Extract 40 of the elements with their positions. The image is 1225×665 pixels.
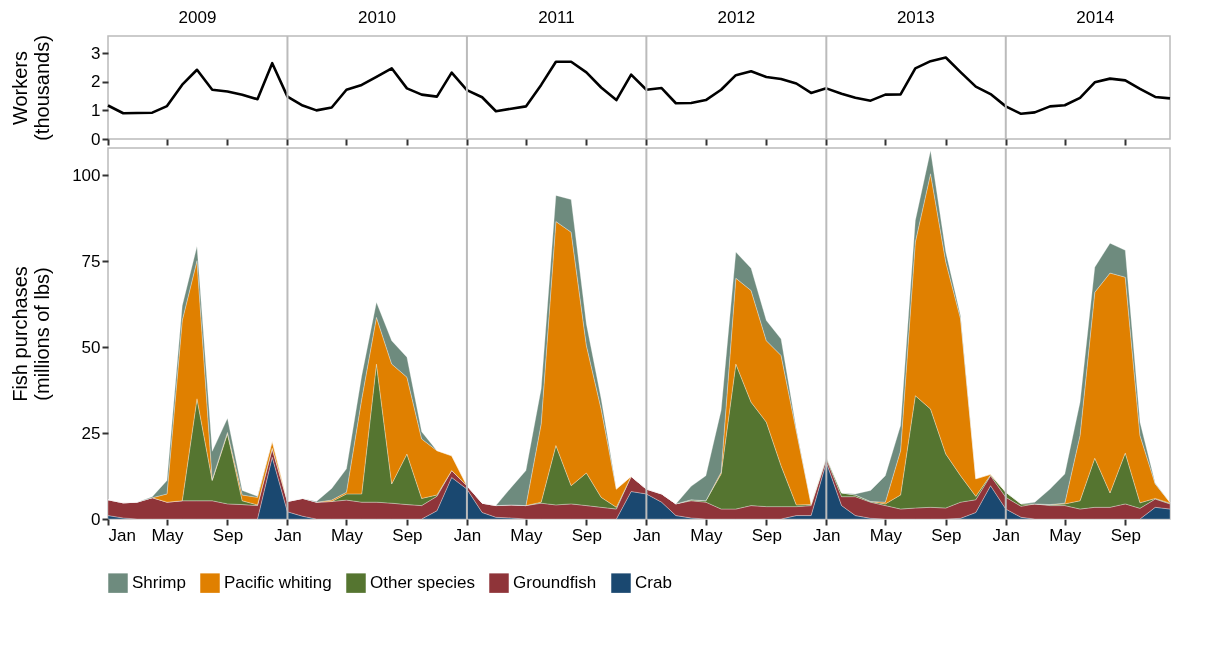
x2-tick-label: 2014 [1076,7,1115,27]
x-tick-label: Sep [571,525,603,545]
x2-tick-label: 2013 [896,7,935,27]
y-tick-label: 0 [91,509,101,529]
legend-label: Shrimp [132,573,186,593]
x2-tick-label: 2009 [178,7,217,27]
x2-tick-label: 2010 [358,7,396,27]
y-tick-label: 100 [72,165,101,185]
y-tick-label: 0 [91,129,101,149]
x-tick-label: May [510,525,543,545]
legend-label: Pacific whiting [224,573,332,593]
x-tick-label: May [1049,525,1082,545]
y-tick-label: 1 [91,100,101,120]
x-tick-label: Sep [392,525,423,545]
legend-label: Crab [635,573,672,593]
y-axis-title: Fish purchases (millions of lbs) [8,266,53,402]
x2-tick-label: 2011 [538,7,575,27]
x2-tick-label: 2012 [717,7,756,27]
y-tick-label: 50 [81,337,101,357]
x-tick-label: Jan [274,525,302,545]
x-tick-label: Jan [453,525,482,545]
y-axis-title: Workers (thousands) [8,35,53,141]
legend-label: Groundfish [513,573,597,593]
x-tick-label: Sep [212,525,244,545]
y-tick-label: 2 [91,72,101,92]
x-tick-label: May [869,525,903,545]
x-tick-label: Sep [931,525,962,545]
x-tick-label: Sep [751,525,782,545]
x-tick-label: Jan [633,525,661,545]
y-tick-label: 75 [81,251,101,271]
y-tick-label: 3 [91,43,101,63]
x-tick-label: May [690,525,723,545]
legend-label: Other species [370,573,475,593]
x-tick-label: Jan [108,525,136,545]
x-tick-label: May [151,525,185,545]
x-tick-label: Sep [1110,525,1141,545]
x-tick-label: May [330,525,364,545]
x-tick-label: Jan [813,525,841,545]
y-tick-label: 25 [81,423,101,443]
x-tick-label: Jan [992,525,1020,545]
